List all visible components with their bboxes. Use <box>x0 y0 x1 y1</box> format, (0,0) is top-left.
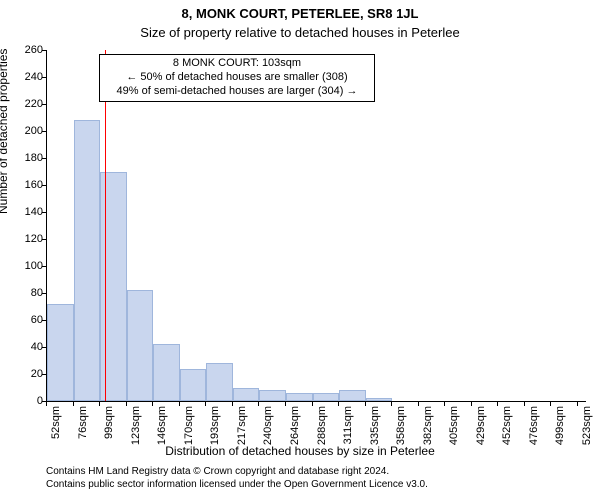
histogram-bar <box>127 290 153 401</box>
x-tick-label: 499sqm <box>554 406 566 445</box>
histogram-bar <box>180 369 206 401</box>
y-tick-mark <box>42 320 46 321</box>
x-tick-mark <box>126 402 127 406</box>
histogram-bar <box>259 390 286 401</box>
x-tick-mark <box>312 402 313 406</box>
annotation-box: 8 MONK COURT: 103sqm← 50% of detached ho… <box>99 54 375 102</box>
x-tick-mark <box>577 402 578 406</box>
chart-title-sub: Size of property relative to detached ho… <box>0 21 600 40</box>
x-tick-label: 429sqm <box>475 406 487 445</box>
x-tick-mark <box>73 402 74 406</box>
x-tick-mark <box>152 402 153 406</box>
footnote-line-1: Contains HM Land Registry data © Crown c… <box>46 466 389 477</box>
x-tick-mark <box>418 402 419 406</box>
x-tick-mark <box>524 402 525 406</box>
x-tick-label: 405sqm <box>448 406 460 445</box>
x-tick-label: 99sqm <box>103 406 115 439</box>
x-tick-mark <box>471 402 472 406</box>
y-tick-mark <box>42 77 46 78</box>
x-tick-mark <box>258 402 259 406</box>
histogram-bar <box>366 398 392 401</box>
x-tick-mark <box>46 402 47 406</box>
histogram-bar <box>206 363 233 401</box>
x-tick-label: 358sqm <box>395 406 407 445</box>
x-tick-label: 193sqm <box>209 406 221 445</box>
x-tick-label: 170sqm <box>183 406 195 445</box>
histogram-bar <box>74 120 100 401</box>
y-tick-mark <box>42 212 46 213</box>
y-tick-label: 140 <box>3 206 43 218</box>
y-tick-label: 240 <box>3 71 43 83</box>
x-tick-label: 76sqm <box>77 406 89 439</box>
x-tick-mark <box>285 402 286 406</box>
y-tick-mark <box>42 293 46 294</box>
x-tick-mark <box>391 402 392 406</box>
y-tick-mark <box>42 239 46 240</box>
x-tick-mark <box>205 402 206 406</box>
x-tick-label: 123sqm <box>130 406 142 445</box>
y-tick-label: 20 <box>3 368 43 380</box>
y-tick-mark <box>42 185 46 186</box>
y-tick-mark <box>42 374 46 375</box>
y-tick-mark <box>42 104 46 105</box>
x-tick-label: 523sqm <box>581 406 593 445</box>
chart-container: Number of detached properties 8 MONK COU… <box>0 44 600 444</box>
histogram-bar <box>339 390 366 401</box>
histogram-bar <box>47 304 74 401</box>
histogram-bar <box>233 388 259 402</box>
x-axis-label: Distribution of detached houses by size … <box>0 444 600 458</box>
y-tick-label: 120 <box>3 233 43 245</box>
y-tick-label: 0 <box>3 395 43 407</box>
x-tick-label: 240sqm <box>262 406 274 445</box>
x-tick-label: 311sqm <box>342 406 354 444</box>
histogram-bar <box>286 393 313 401</box>
x-tick-label: 146sqm <box>156 406 168 445</box>
y-tick-label: 40 <box>3 341 43 353</box>
x-tick-label: 288sqm <box>316 406 328 445</box>
y-tick-label: 80 <box>3 287 43 299</box>
reference-line <box>105 50 107 401</box>
histogram-bar <box>153 344 180 401</box>
y-tick-label: 220 <box>3 98 43 110</box>
x-tick-mark <box>179 402 180 406</box>
x-tick-mark <box>99 402 100 406</box>
annotation-line: ← 50% of detached houses are smaller (30… <box>106 71 368 85</box>
x-tick-label: 476sqm <box>528 406 540 445</box>
x-tick-mark <box>232 402 233 406</box>
annotation-line: 49% of semi-detached houses are larger (… <box>106 85 368 99</box>
x-tick-label: 52sqm <box>50 406 62 439</box>
x-tick-label: 452sqm <box>501 406 513 445</box>
x-tick-label: 264sqm <box>289 406 301 445</box>
x-tick-label: 217sqm <box>236 406 248 445</box>
y-tick-label: 260 <box>3 44 43 56</box>
y-tick-mark <box>42 50 46 51</box>
footnote-line-2: Contains public sector information licen… <box>46 479 428 490</box>
y-tick-mark <box>42 347 46 348</box>
x-tick-label: 335sqm <box>369 406 381 445</box>
y-tick-label: 60 <box>3 314 43 326</box>
y-tick-mark <box>42 131 46 132</box>
y-tick-mark <box>42 266 46 267</box>
x-tick-mark <box>444 402 445 406</box>
x-tick-mark <box>365 402 366 406</box>
x-tick-mark <box>338 402 339 406</box>
plot-area: 8 MONK COURT: 103sqm← 50% of detached ho… <box>46 50 586 402</box>
annotation-line: 8 MONK COURT: 103sqm <box>106 57 368 71</box>
chart-title-main: 8, MONK COURT, PETERLEE, SR8 1JL <box>0 0 600 21</box>
x-tick-mark <box>497 402 498 406</box>
x-tick-mark <box>550 402 551 406</box>
y-tick-label: 180 <box>3 152 43 164</box>
y-tick-mark <box>42 158 46 159</box>
y-tick-label: 160 <box>3 179 43 191</box>
histogram-bar <box>313 393 339 401</box>
y-tick-label: 200 <box>3 125 43 137</box>
x-tick-label: 382sqm <box>422 406 434 445</box>
y-tick-label: 100 <box>3 260 43 272</box>
